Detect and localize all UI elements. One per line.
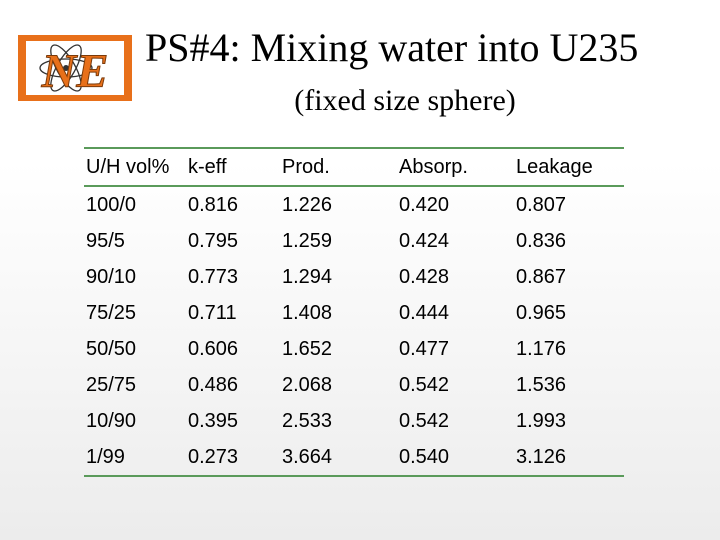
cell-keff: 0.395 [188, 409, 239, 432]
cell-uh-vol: 75/25 [86, 301, 137, 324]
cell-uh-vol: 25/75 [86, 373, 137, 396]
table-row: 50/50 0.606 1.652 0.477 1.176 [84, 331, 624, 367]
slide-title: PS#4: Mixing water into U235 [145, 25, 639, 70]
header-uh-vol: U/H vol% [86, 155, 170, 178]
cell-leakage: 0.965 [516, 301, 567, 324]
header-leakage: Leakage [516, 155, 593, 178]
cell-absorp: 0.424 [399, 229, 450, 252]
cell-uh-vol: 1/99 [86, 445, 125, 468]
cell-leakage: 1.536 [516, 373, 567, 396]
cell-absorp: 0.420 [399, 193, 450, 216]
cell-prod: 3.664 [282, 445, 333, 468]
cell-leakage: 0.807 [516, 193, 567, 216]
cell-uh-vol: 50/50 [86, 337, 137, 360]
cell-leakage: 1.993 [516, 409, 567, 432]
logo-inner: NE [26, 41, 124, 95]
logo-text: NE [41, 45, 109, 95]
table-header-row: U/H vol% k-eff Prod. Absorp. Leakage [84, 148, 624, 186]
cell-keff: 0.795 [188, 229, 239, 252]
cell-absorp: 0.428 [399, 265, 450, 288]
cell-keff: 0.816 [188, 193, 239, 216]
cell-keff: 0.486 [188, 373, 239, 396]
cell-keff: 0.773 [188, 265, 239, 288]
table-row: 25/75 0.486 2.068 0.542 1.536 [84, 367, 624, 403]
cell-leakage: 0.836 [516, 229, 567, 252]
cell-prod: 2.068 [282, 373, 333, 396]
ne-logo: NE [18, 35, 132, 101]
cell-absorp: 0.477 [399, 337, 450, 360]
cell-absorp: 0.542 [399, 373, 450, 396]
cell-uh-vol: 100/0 [86, 193, 137, 216]
cell-absorp: 0.542 [399, 409, 450, 432]
header-prod: Prod. [282, 155, 330, 178]
table-row: 10/90 0.395 2.533 0.542 1.993 [84, 403, 624, 439]
slide-subtitle: (fixed size sphere) [294, 84, 516, 117]
header-absorp: Absorp. [399, 155, 468, 178]
cell-prod: 2.533 [282, 409, 333, 432]
cell-prod: 1.408 [282, 301, 333, 324]
table-row: 100/0 0.816 1.226 0.420 0.807 [84, 186, 624, 223]
cell-uh-vol: 90/10 [86, 265, 137, 288]
cell-uh-vol: 10/90 [86, 409, 137, 432]
table-row: 90/10 0.773 1.294 0.428 0.867 [84, 259, 624, 295]
cell-absorp: 0.540 [399, 445, 450, 468]
cell-prod: 1.259 [282, 229, 333, 252]
cell-prod: 1.294 [282, 265, 333, 288]
table-row: 1/99 0.273 3.664 0.540 3.126 [84, 439, 624, 476]
results-table: U/H vol% k-eff Prod. Absorp. Leakage 100… [84, 147, 624, 477]
cell-prod: 1.652 [282, 337, 333, 360]
cell-leakage: 3.126 [516, 445, 567, 468]
table-row: 75/25 0.711 1.408 0.444 0.965 [84, 295, 624, 331]
cell-uh-vol: 95/5 [86, 229, 125, 252]
header-keff: k-eff [188, 155, 227, 178]
atom-icon: NE [39, 44, 109, 95]
cell-absorp: 0.444 [399, 301, 450, 324]
cell-leakage: 0.867 [516, 265, 567, 288]
cell-keff: 0.606 [188, 337, 239, 360]
table-row: 95/5 0.795 1.259 0.424 0.836 [84, 223, 624, 259]
cell-keff: 0.273 [188, 445, 239, 468]
cell-leakage: 1.176 [516, 337, 567, 360]
cell-keff: 0.711 [188, 301, 237, 324]
cell-prod: 1.226 [282, 193, 333, 216]
